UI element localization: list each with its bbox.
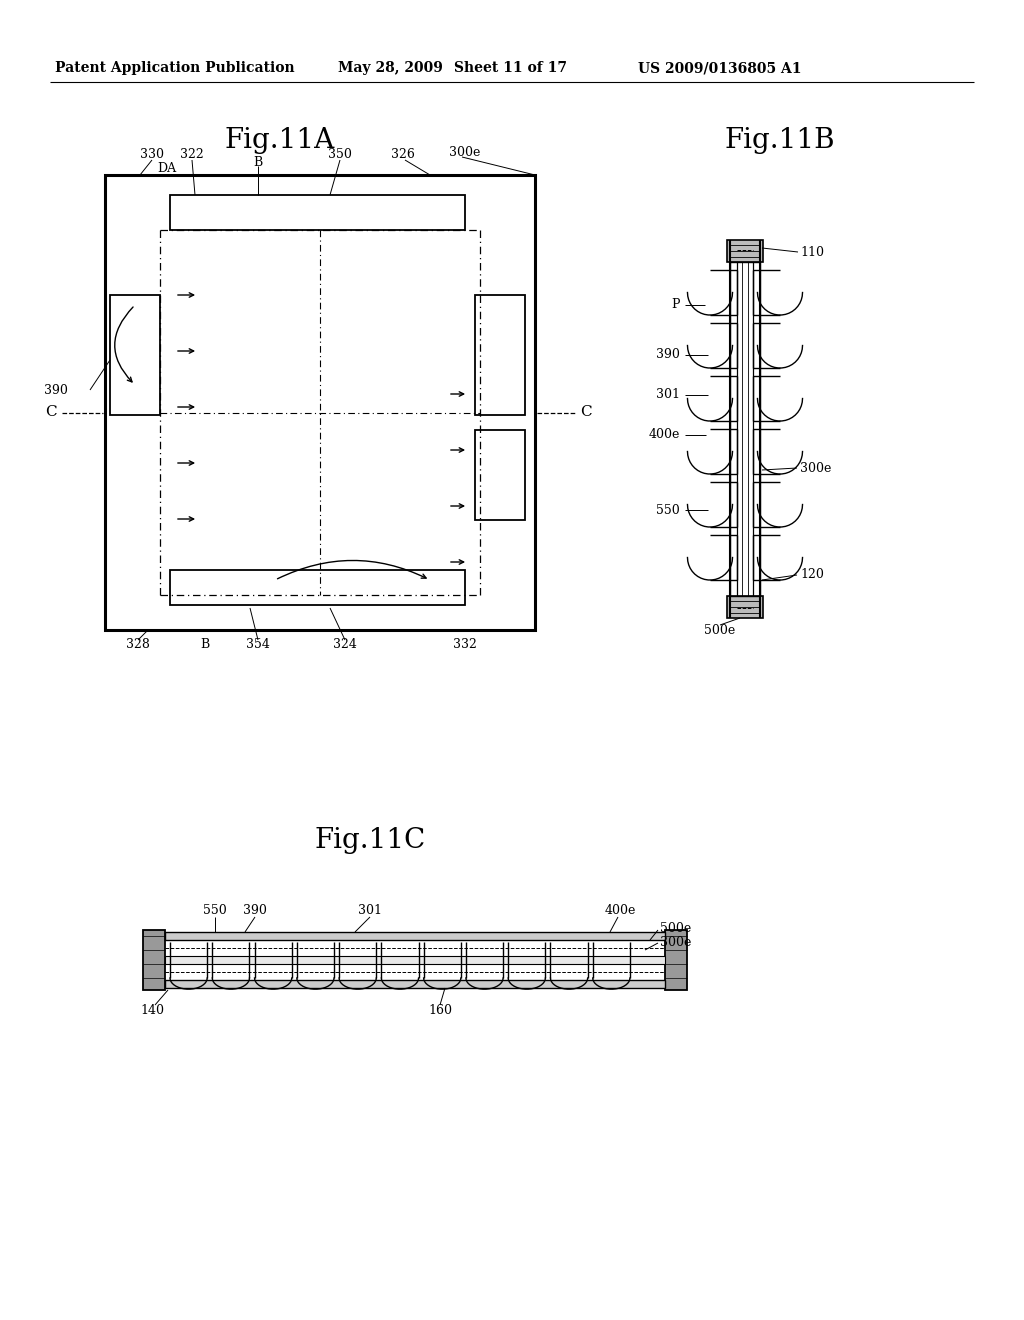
Text: B: B <box>253 156 262 169</box>
Text: 140: 140 <box>140 1003 164 1016</box>
Text: 326: 326 <box>391 149 415 161</box>
Bar <box>727 597 763 618</box>
Bar <box>170 570 465 605</box>
Text: B: B <box>201 639 210 652</box>
Bar <box>105 176 535 630</box>
Text: 300e: 300e <box>660 936 691 949</box>
Text: 354: 354 <box>246 639 270 652</box>
Text: 350: 350 <box>328 149 352 161</box>
Text: Fig.11C: Fig.11C <box>314 826 426 854</box>
Bar <box>170 195 465 230</box>
Text: 390: 390 <box>44 384 68 396</box>
Bar <box>143 931 165 990</box>
Text: 120: 120 <box>800 569 824 582</box>
Bar <box>165 932 665 940</box>
Text: Patent Application Publication: Patent Application Publication <box>55 61 295 75</box>
Bar <box>665 931 687 990</box>
Text: 300e: 300e <box>450 145 480 158</box>
Text: 300e: 300e <box>800 462 831 474</box>
Text: 550: 550 <box>656 503 680 516</box>
Text: 328: 328 <box>126 639 150 652</box>
Text: 390: 390 <box>243 903 267 916</box>
Bar <box>475 294 525 414</box>
Text: 400e: 400e <box>604 903 636 916</box>
Bar <box>730 261 760 597</box>
Text: 324: 324 <box>333 639 357 652</box>
Text: May 28, 2009: May 28, 2009 <box>338 61 442 75</box>
Text: Sheet 11 of 17: Sheet 11 of 17 <box>454 61 566 75</box>
Text: C: C <box>580 405 592 420</box>
Text: 332: 332 <box>453 639 477 652</box>
Bar <box>727 240 763 261</box>
Text: 322: 322 <box>180 149 204 161</box>
Text: 400e: 400e <box>648 429 680 441</box>
Text: 110: 110 <box>800 246 824 259</box>
Text: P: P <box>672 298 680 312</box>
Text: 390: 390 <box>656 348 680 362</box>
Text: Fig.11B: Fig.11B <box>725 127 836 153</box>
Bar <box>110 294 160 414</box>
Text: Fig.11A: Fig.11A <box>225 127 335 153</box>
Text: 330: 330 <box>140 149 164 161</box>
Bar <box>475 430 525 520</box>
Text: DA: DA <box>158 161 176 174</box>
Text: US 2009/0136805 A1: US 2009/0136805 A1 <box>638 61 802 75</box>
Text: C: C <box>45 405 57 420</box>
Text: 550: 550 <box>203 903 227 916</box>
Text: 160: 160 <box>428 1003 452 1016</box>
Text: 500e: 500e <box>660 921 691 935</box>
Bar <box>165 979 665 987</box>
Bar <box>165 956 665 964</box>
Text: 301: 301 <box>656 388 680 401</box>
Text: 500e: 500e <box>705 623 735 636</box>
Text: 301: 301 <box>358 903 382 916</box>
